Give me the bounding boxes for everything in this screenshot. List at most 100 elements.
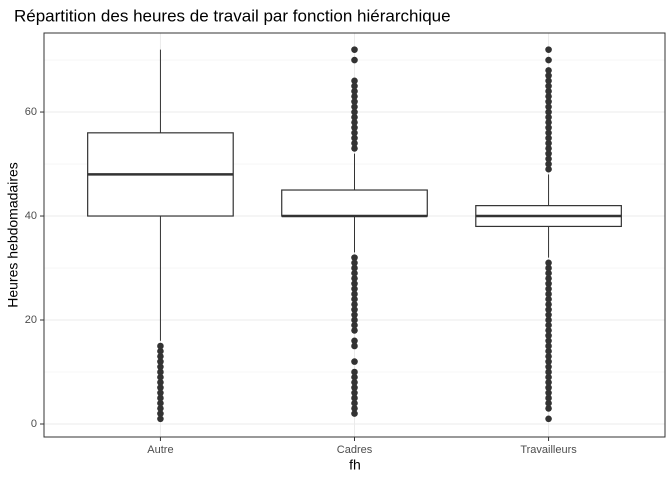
- outlier: [545, 77, 552, 85]
- outlier: [545, 134, 552, 142]
- outlier: [351, 368, 358, 376]
- outlier: [351, 134, 358, 142]
- outlier: [351, 108, 358, 116]
- outlier: [545, 285, 552, 293]
- outlier: [351, 373, 358, 381]
- outlier: [545, 332, 552, 339]
- outlier: [351, 269, 358, 277]
- outlier: [545, 389, 552, 397]
- outlier: [351, 342, 358, 350]
- outlier: [545, 72, 552, 79]
- outlier: [545, 405, 552, 412]
- outlier: [351, 379, 358, 386]
- x-tick-label: Cadres: [337, 444, 373, 456]
- outlier: [545, 103, 552, 111]
- outlier: [545, 363, 552, 371]
- outlier: [351, 98, 358, 105]
- outlier: [545, 280, 552, 287]
- outlier: [545, 358, 552, 365]
- outlier: [351, 410, 358, 417]
- outlier: [351, 405, 358, 412]
- outlier: [545, 269, 552, 277]
- outlier: [351, 358, 358, 365]
- x-axis-label: fh: [349, 457, 361, 473]
- outlier: [157, 373, 164, 381]
- outlier: [351, 259, 358, 267]
- outlier: [351, 46, 358, 53]
- outlier: [351, 77, 358, 85]
- outlier: [351, 306, 358, 313]
- outlier: [545, 129, 552, 137]
- outlier: [351, 384, 358, 391]
- outlier: [545, 306, 552, 313]
- outlier: [545, 290, 552, 298]
- outlier: [157, 368, 164, 376]
- outlier: [545, 264, 552, 272]
- outlier: [157, 394, 164, 402]
- y-tick-label: 40: [25, 210, 37, 222]
- outlier: [545, 311, 552, 319]
- outlier: [545, 379, 552, 386]
- y-tick-label: 0: [31, 418, 37, 430]
- outlier: [157, 358, 164, 365]
- outlier: [351, 139, 358, 147]
- chart-title: Répartition des heures de travail par fo…: [14, 6, 451, 25]
- outlier: [545, 108, 552, 116]
- outlier: [545, 347, 552, 355]
- outlier: [545, 337, 552, 345]
- outlier: [545, 155, 552, 163]
- outlier: [351, 280, 358, 287]
- panel-border: [43, 32, 666, 438]
- outlier: [545, 145, 552, 152]
- box: [281, 189, 428, 217]
- outlier: [545, 87, 552, 95]
- outlier: [545, 46, 552, 53]
- outlier: [351, 394, 358, 402]
- outlier: [351, 389, 358, 397]
- y-tick-label: 60: [25, 106, 37, 118]
- y-axis-label: Heures hebdomadaires: [5, 162, 21, 308]
- outlier: [545, 394, 552, 402]
- outlier: [545, 275, 552, 282]
- outlier: [545, 327, 552, 334]
- outlier: [545, 373, 552, 381]
- outlier: [351, 275, 358, 282]
- outlier: [157, 410, 164, 417]
- outlier: [157, 347, 164, 355]
- outlier: [545, 139, 552, 147]
- outlier: [351, 124, 358, 131]
- outlier: [545, 259, 552, 267]
- outlier: [545, 368, 552, 376]
- outlier: [351, 290, 358, 298]
- outlier: [351, 311, 358, 319]
- outlier: [351, 87, 358, 95]
- outlier: [545, 165, 552, 173]
- outlier: [545, 98, 552, 105]
- outlier: [351, 285, 358, 293]
- outlier: [157, 399, 164, 407]
- outlier: [351, 337, 358, 345]
- outlier: [545, 321, 552, 329]
- x-tick-label: Autre: [147, 444, 173, 456]
- outlier: [545, 150, 552, 157]
- outlier: [545, 353, 552, 360]
- outlier: [157, 415, 164, 423]
- outlier: [351, 295, 358, 303]
- outlier: [157, 384, 164, 391]
- outlier: [545, 399, 552, 407]
- outlier: [545, 82, 552, 90]
- outlier: [351, 301, 358, 308]
- outlier: [157, 342, 164, 350]
- outlier: [351, 399, 358, 407]
- outlier: [351, 93, 358, 100]
- outlier: [351, 82, 358, 90]
- outlier: [157, 379, 164, 386]
- outlier: [351, 316, 358, 324]
- outlier: [157, 353, 164, 360]
- outlier: [545, 119, 552, 126]
- y-tick-label: 20: [25, 314, 37, 326]
- outlier: [545, 93, 552, 100]
- outlier: [545, 384, 552, 391]
- outlier: [157, 405, 164, 412]
